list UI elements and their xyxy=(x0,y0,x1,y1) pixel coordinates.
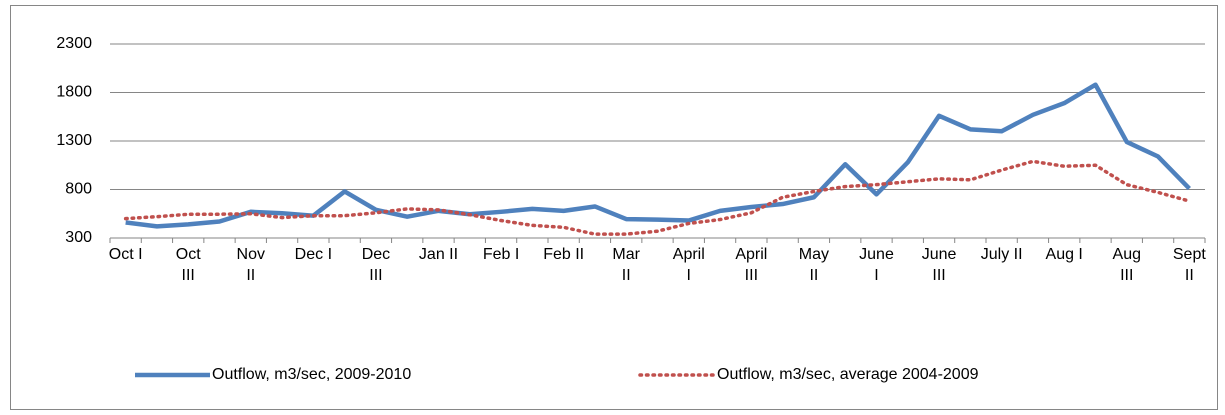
x-tick-label: June III xyxy=(921,246,957,284)
x-tick-label: April I xyxy=(672,246,705,284)
x-tick-label: April III xyxy=(735,246,768,284)
x-tick-label: June I xyxy=(859,246,894,284)
x-tick-label: Nov II xyxy=(236,246,265,284)
legend-label: Outflow, m3/sec, 2009-2010 xyxy=(212,366,411,383)
y-tick-label: 2300 xyxy=(56,35,92,52)
x-tick-label: Feb I xyxy=(482,246,520,263)
x-tick-label: Oct III xyxy=(175,246,201,284)
x-tick-label: Jan II xyxy=(418,246,459,263)
x-tick-label: Sept II xyxy=(1172,246,1206,284)
x-tick-label: July II xyxy=(980,246,1023,263)
x-tick-label: Aug III xyxy=(1112,246,1142,284)
x-tick-label: Aug I xyxy=(1045,246,1083,263)
x-tick-label: Dec I xyxy=(294,246,333,263)
x-tick-label: Dec III xyxy=(361,246,391,284)
x-tick-label: May II xyxy=(798,246,830,284)
x-tick-label: Oct I xyxy=(108,246,143,263)
data-line xyxy=(123,159,1192,236)
y-tick-label: 800 xyxy=(65,181,92,198)
y-tick-label: 1300 xyxy=(56,132,92,149)
chart-border xyxy=(10,5,1218,410)
x-tick-label: Mar II xyxy=(612,246,640,284)
y-tick-label: 1800 xyxy=(56,84,92,101)
y-tick-label: 300 xyxy=(65,229,92,246)
x-tick-label: Feb II xyxy=(543,246,585,263)
legend-label: Outflow, m3/sec, average 2004-2009 xyxy=(717,366,979,383)
